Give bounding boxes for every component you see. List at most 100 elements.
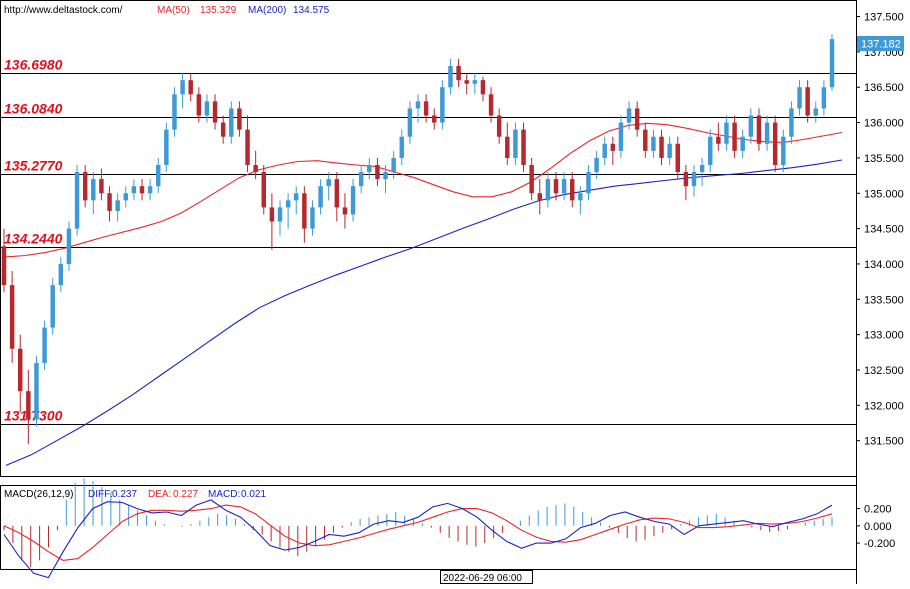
candle-body [326, 179, 331, 187]
candle-body [253, 164, 258, 173]
candle [472, 73, 478, 95]
candle-body [261, 172, 266, 208]
macd-macd-value: 0.021 [241, 489, 266, 500]
macd-tick-label: 0.000 [864, 521, 892, 533]
ma50-line-group [5, 122, 843, 258]
candle-body [34, 362, 39, 420]
candle [732, 115, 737, 158]
candle-body [553, 179, 559, 194]
candle [448, 58, 453, 95]
candle [781, 129, 786, 173]
candle-body [220, 122, 226, 137]
candle-body [610, 143, 616, 151]
candle-body [1, 246, 7, 286]
candle-body [675, 143, 680, 173]
candle [505, 122, 510, 165]
candle-body [334, 179, 340, 208]
candle [480, 76, 486, 102]
candle-body [131, 186, 137, 194]
candle-body [634, 108, 640, 130]
macd-dea-value: 0.227 [173, 489, 198, 500]
candle [699, 157, 705, 187]
price-tick-label: 131.500 [864, 436, 904, 448]
candle [716, 122, 721, 151]
macd-diff-value: 0.237 [112, 489, 137, 500]
current-price-tag [857, 36, 904, 51]
ma200-legend-label: MA(200) [248, 5, 286, 16]
candle-body [448, 66, 453, 88]
candle [212, 94, 218, 130]
candle-body [456, 66, 461, 81]
candle-body [180, 80, 185, 95]
candle [253, 150, 258, 180]
candle [277, 200, 283, 236]
candle-body [212, 101, 218, 123]
candle-body [294, 193, 299, 201]
candle-body [764, 122, 770, 144]
candle [626, 101, 632, 130]
level-label: 131.7300 [4, 408, 63, 424]
candle-body [480, 80, 486, 95]
candle [310, 200, 315, 236]
candle-body [781, 136, 786, 165]
candle-body [399, 136, 404, 158]
ma50-legend-label: MA(50) [157, 5, 190, 16]
candle-body [423, 101, 429, 116]
candle [99, 168, 104, 201]
candle-body [407, 108, 413, 137]
candle [350, 179, 356, 222]
candle [237, 101, 242, 137]
candle-body [529, 164, 534, 194]
price-axis: 137.500137.000136.500136.000135.500135.0… [856, 12, 904, 448]
price-tick-label: 132.500 [864, 365, 904, 377]
macd-diff-label: DIFF: [88, 489, 113, 500]
candle-body [66, 228, 72, 264]
candle-body [602, 143, 607, 158]
candle [545, 172, 551, 208]
ma200-legend-value: 134.575 [293, 5, 330, 16]
candle-body [74, 172, 80, 229]
candle [82, 164, 88, 208]
candle-body [756, 115, 762, 144]
candle-body [245, 129, 250, 165]
candle-body [545, 179, 551, 201]
candle-body [342, 207, 348, 215]
candle [375, 157, 380, 187]
candles-group [1, 34, 835, 445]
candle-body [618, 122, 624, 151]
candle [740, 129, 745, 158]
candle-body [488, 94, 494, 116]
candle-body [26, 391, 31, 420]
candle [318, 179, 323, 215]
candle [586, 164, 591, 201]
candle [683, 164, 689, 201]
candle [115, 193, 120, 222]
candle-body [797, 87, 802, 109]
time-label: 2022-06-29 06:00 [443, 573, 522, 584]
candle [164, 122, 169, 173]
source-url: http://www.deltastock.com/ [4, 5, 123, 16]
ma50-line [5, 122, 843, 258]
macd-tick-label: -0.200 [864, 538, 895, 550]
candle [756, 108, 762, 151]
candle [139, 179, 145, 201]
candle [18, 334, 23, 413]
candle [610, 136, 616, 165]
candle-body [521, 129, 526, 165]
candle [399, 129, 404, 165]
level-label: 136.6980 [4, 57, 63, 73]
candle [456, 58, 461, 88]
candle [269, 193, 275, 250]
candle-body [375, 164, 380, 180]
candle [634, 101, 640, 137]
candle-body [432, 115, 437, 123]
candle-body [691, 172, 697, 187]
candle [643, 122, 648, 158]
candle-body [699, 164, 705, 173]
candle-body [586, 172, 591, 194]
candle-body [172, 94, 177, 130]
candle [667, 136, 672, 165]
candle [464, 73, 469, 95]
candle-body [829, 39, 835, 88]
candle [789, 101, 794, 144]
